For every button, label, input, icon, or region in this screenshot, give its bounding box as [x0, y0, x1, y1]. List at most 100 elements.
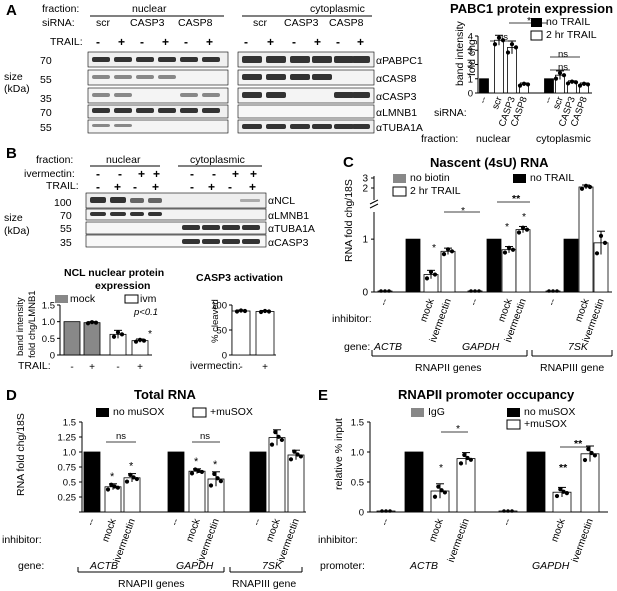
- svg-text:+: +: [206, 35, 213, 49]
- chart-a-sig-ns3: ns: [558, 49, 569, 60]
- y-tick-label: 0: [362, 288, 368, 299]
- y-tick-label: 0.25: [58, 493, 77, 504]
- bar: [479, 78, 489, 94]
- b-marker-70: 70: [60, 210, 72, 222]
- ncl-title-2: expression: [95, 280, 151, 292]
- svg-text:-: -: [96, 167, 100, 181]
- data-point: [564, 491, 570, 496]
- data-point: [288, 457, 294, 462]
- chart-d-gene-7sk: 7SK: [262, 560, 282, 572]
- y-tick-label: 50: [216, 326, 227, 337]
- data-point: [468, 457, 473, 462]
- marker-55b: 55: [40, 122, 52, 134]
- data-point: [93, 320, 99, 325]
- data-point: [238, 308, 244, 313]
- svg-text:+: +: [249, 180, 256, 194]
- data-point: [469, 289, 473, 293]
- sig-star: *: [213, 459, 218, 471]
- data-point: [579, 186, 585, 191]
- data-point: [215, 476, 220, 481]
- ncl-title-1: NCL nuclear protein: [64, 267, 165, 279]
- b-marker-100: 100: [54, 197, 72, 209]
- chart-e-promoter-label: promoter:: [320, 560, 365, 572]
- sirna-scr: scr: [96, 17, 110, 29]
- data-point: [276, 434, 281, 439]
- y-tick-label: 4: [468, 32, 473, 43]
- data-point: [509, 42, 515, 47]
- x-tick-label: --: [378, 297, 391, 307]
- ncl-legend-swatch-mock: [55, 295, 68, 303]
- chart-c-gene-label: gene:: [344, 341, 371, 353]
- y-tick-label: 0.5: [63, 478, 76, 489]
- chart-a-nuclear: nuclear: [476, 133, 511, 145]
- chart-c-title: Nascent (4sU) RNA: [430, 155, 549, 170]
- svg-text:+: +: [232, 167, 239, 181]
- bar: [405, 238, 421, 293]
- chart-e-gene-gapdh: GAPDH: [532, 560, 570, 572]
- data-point: [582, 457, 588, 463]
- blot-pabpc1: αPABPC1: [376, 55, 423, 67]
- svg-text:+: +: [118, 35, 125, 49]
- data-point: [292, 449, 297, 454]
- chart-a-sirna-label: siRNA:: [434, 107, 467, 119]
- y-tick-label: 0: [50, 351, 55, 362]
- data-point: [517, 83, 523, 88]
- data-point: [513, 45, 519, 50]
- x-tick-label: mock: [427, 516, 446, 543]
- data-point: [428, 269, 434, 275]
- y-tick-label: 100: [211, 301, 227, 312]
- y-tick-label: 0: [222, 351, 227, 362]
- data-point: [524, 227, 530, 232]
- data-point: [561, 489, 566, 494]
- chart-d-group-rnapiii: RNAPIII gene: [232, 578, 297, 590]
- data-point: [585, 82, 591, 87]
- chart-c-legend-2: 2 hr TRAIL: [410, 185, 461, 197]
- data-point: [449, 249, 455, 254]
- data-point: [379, 289, 383, 293]
- svg-text:-: -: [190, 167, 194, 181]
- data-point: [458, 461, 464, 466]
- data-point: [112, 484, 117, 489]
- data-point: [473, 289, 477, 293]
- bar: [404, 451, 424, 513]
- data-point: [439, 488, 444, 493]
- svg-text:+: +: [357, 35, 364, 49]
- y-tick-label: 1.0: [42, 317, 55, 328]
- chart-e-legend-0: IgG: [428, 406, 445, 418]
- svg-text:+: +: [250, 167, 257, 181]
- chart-d-ns-1: ns: [200, 431, 211, 442]
- data-point: [212, 471, 217, 477]
- data-point: [199, 469, 204, 475]
- b-fraction-nuclear: nuclear: [106, 154, 141, 166]
- data-point: [569, 79, 575, 84]
- y-tick-label: 0.5: [42, 334, 55, 345]
- svg-text:+: +: [114, 180, 121, 194]
- svg-text:+: +: [314, 35, 321, 49]
- sig-star: *: [194, 456, 199, 468]
- data-point: [105, 487, 111, 492]
- b-marker-55: 55: [60, 223, 72, 235]
- panel-label-e: E: [318, 387, 329, 404]
- casp3-title: CASP3 activation: [196, 272, 283, 284]
- panel-label-c: C: [343, 154, 354, 171]
- chart-c-sig-4: **: [512, 193, 521, 205]
- y-tick-label: 1.5: [351, 418, 364, 429]
- casp3-ivermectin-label: ivermectin:: [190, 360, 241, 372]
- data-point: [502, 509, 506, 513]
- bar: [249, 451, 267, 513]
- svg-text:-: -: [190, 180, 194, 194]
- bar: [83, 451, 101, 513]
- chart-d-legend-1: +muSOX: [210, 406, 253, 418]
- data-point: [565, 81, 571, 86]
- x-tick-label: ivermectin: [446, 517, 472, 564]
- chart-e-gene-actb: ACTB: [410, 560, 439, 572]
- marker-70b: 70: [40, 107, 52, 119]
- data-point: [115, 330, 121, 335]
- ncl-trail-label: TRAIL:: [18, 360, 51, 372]
- data-point: [442, 490, 447, 495]
- data-point: [554, 493, 560, 499]
- data-point: [506, 509, 510, 513]
